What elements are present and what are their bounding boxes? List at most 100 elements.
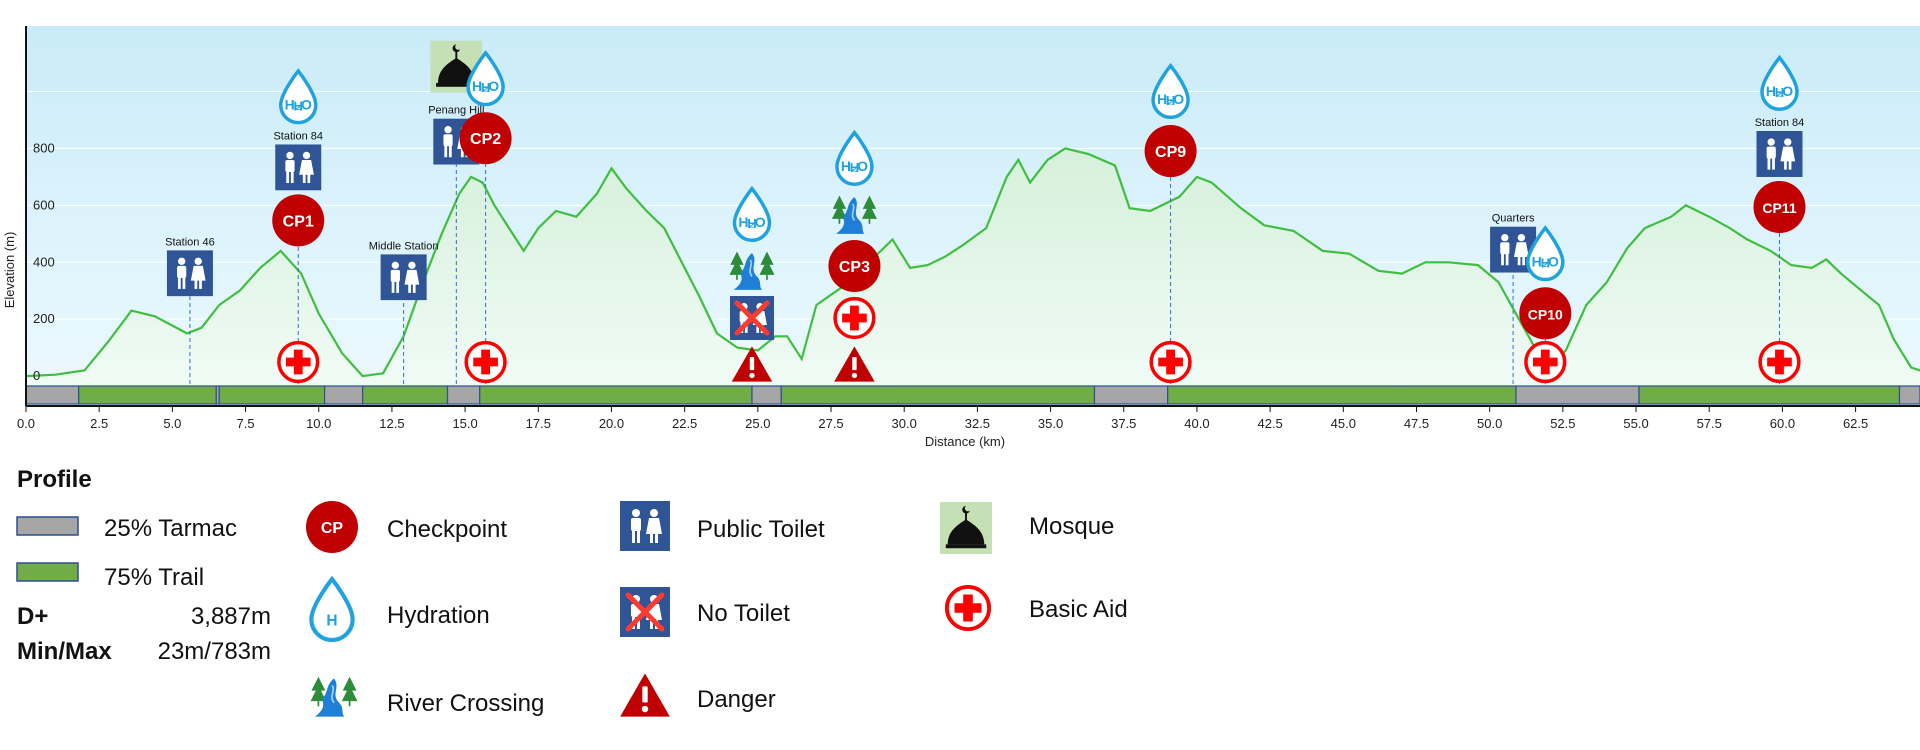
surface-segment-trail bbox=[1638, 385, 1901, 405]
route-marker: Quarters bbox=[1490, 213, 1537, 273]
checkpoint-label: CP3 bbox=[839, 259, 870, 276]
x-tick-label: 27.5 bbox=[818, 416, 843, 431]
h2o-text: H₂O bbox=[841, 158, 868, 174]
basic-aid-icon bbox=[1524, 340, 1567, 384]
h2o-text: H₂O bbox=[1157, 91, 1184, 107]
checkpoint-label: CP1 bbox=[283, 213, 314, 230]
x-axis-title: Distance (km) bbox=[925, 434, 1005, 449]
elevation-area-fill bbox=[26, 148, 1920, 385]
water-drop-h2o-icon bbox=[311, 579, 352, 640]
h2o-text: H₂O bbox=[285, 96, 312, 112]
surface-segment-trail bbox=[1167, 385, 1517, 405]
x-axis-ticks: 0.0 2.5 5.0 7.5 10.0 12.5 15.0 17.5 20.0 22.5 25.0… bbox=[17, 406, 1868, 431]
legend-danger-label: Danger bbox=[697, 686, 776, 713]
toilet-icon bbox=[275, 144, 322, 191]
no-toilet-cross bbox=[734, 300, 770, 336]
route-marker: CP2 H₂O bbox=[459, 51, 512, 384]
legend-hydration-label: Hydration bbox=[387, 602, 490, 629]
legend-minmax-value: 23m/783m bbox=[158, 638, 271, 665]
legend-toilet-label: Public Toilet bbox=[697, 516, 825, 543]
route-marker: Penang Hill bbox=[428, 40, 484, 165]
x-tick-label: 40.0 bbox=[1184, 416, 1209, 431]
x-tick-label: 17.5 bbox=[526, 416, 551, 431]
x-tick-label: 7.5 bbox=[237, 416, 255, 431]
x-tick-label: 22.5 bbox=[672, 416, 697, 431]
legend-dplus-value: 3,887m bbox=[191, 603, 271, 630]
location-label: Middle Station bbox=[369, 240, 439, 252]
checkpoint-icon: CP11 bbox=[1753, 180, 1806, 233]
x-tick-label: 52.5 bbox=[1550, 416, 1575, 431]
route-marker: CP3 H₂O bbox=[828, 130, 881, 382]
surface-bar bbox=[25, 385, 1920, 405]
legend-minmax-label: Min/Max bbox=[17, 638, 112, 665]
x-tick-label: 12.5 bbox=[379, 416, 404, 431]
location-label: Station 46 bbox=[165, 236, 215, 248]
legend-river-label: River Crossing bbox=[387, 690, 544, 717]
basic-aid-icon bbox=[833, 296, 876, 340]
toilet-icon bbox=[166, 250, 213, 297]
y-tick-label: 400 bbox=[33, 254, 55, 269]
legend-no-toilet-label: No Toilet bbox=[697, 600, 790, 627]
surface-segment-trail bbox=[780, 385, 1096, 405]
surface-segment-tarmac bbox=[25, 385, 80, 405]
x-tick-label: 57.5 bbox=[1697, 416, 1722, 431]
y-tick-label: 200 bbox=[33, 311, 55, 326]
legend-checkpoint-label: Checkpoint bbox=[387, 516, 507, 543]
x-tick-label: 15.0 bbox=[452, 416, 477, 431]
x-tick-label: 32.5 bbox=[965, 416, 990, 431]
surface-segment-trail bbox=[362, 385, 449, 405]
h2o-text: H₂O bbox=[1532, 253, 1559, 269]
h2o-text: H₂O bbox=[472, 78, 499, 94]
checkpoint-icon: CP2 bbox=[459, 112, 512, 165]
x-tick-label: 5.0 bbox=[163, 416, 181, 431]
route-marker: Station 46 bbox=[165, 236, 215, 297]
x-tick-label: 55.0 bbox=[1623, 416, 1648, 431]
mosque-icon bbox=[940, 502, 992, 554]
checkpoint-icon: CP bbox=[306, 501, 358, 553]
y-tick-label: 800 bbox=[33, 140, 55, 155]
x-tick-label: 60.0 bbox=[1770, 416, 1795, 431]
y-tick-label: 600 bbox=[33, 197, 55, 212]
checkpoint-icon: CP3 bbox=[828, 240, 881, 292]
legend-dplus-label: D+ bbox=[17, 603, 48, 630]
x-tick-label: 0.0 bbox=[17, 416, 35, 431]
surface-segment-tarmac bbox=[1093, 385, 1169, 405]
checkpoint-icon: CP10 bbox=[1519, 287, 1572, 340]
surface-segment-tarmac bbox=[1898, 385, 1920, 405]
basic-aid-icon bbox=[464, 340, 507, 384]
danger-icon bbox=[620, 673, 670, 717]
h2o-text: H₂O bbox=[1766, 83, 1793, 99]
basic-aid-icon bbox=[1149, 340, 1192, 384]
toilet-icon bbox=[1756, 130, 1803, 177]
surface-segment-tarmac bbox=[323, 385, 364, 405]
h2o-text: H₂O bbox=[738, 214, 765, 230]
legend-aid-label: Basic Aid bbox=[1029, 596, 1128, 623]
legend-trail-swatch bbox=[16, 562, 79, 582]
no-toilet-icon bbox=[620, 587, 670, 637]
surface-segment-trail bbox=[78, 385, 217, 405]
elevation-profile-line bbox=[26, 147, 1920, 378]
checkpoint-label: CP9 bbox=[1155, 144, 1186, 161]
x-tick-label: 45.0 bbox=[1331, 416, 1356, 431]
y-tick-label: 0 bbox=[33, 368, 40, 383]
surface-segment-trail bbox=[479, 385, 753, 405]
surface-segment-trail bbox=[218, 385, 326, 405]
legend-tarmac-swatch bbox=[16, 516, 79, 536]
x-tick-label: 35.0 bbox=[1038, 416, 1063, 431]
surface-segment-tarmac bbox=[446, 385, 481, 405]
river-crossing-icon bbox=[309, 675, 359, 718]
x-tick-label: 37.5 bbox=[1111, 416, 1136, 431]
x-tick-label: 42.5 bbox=[1257, 416, 1282, 431]
legend-title: Profile bbox=[17, 466, 92, 493]
route-marker: CP1 Station 84 H₂O bbox=[272, 69, 325, 384]
basic-aid-icon bbox=[1758, 340, 1801, 384]
toilet-icon bbox=[620, 501, 670, 551]
legend-trail-label: 75% Trail bbox=[104, 564, 204, 591]
surface-segment-tarmac bbox=[751, 385, 782, 405]
checkpoint-icon: CP1 bbox=[272, 194, 325, 247]
location-label: Quarters bbox=[1492, 213, 1535, 225]
checkpoint-label: CP2 bbox=[470, 131, 501, 148]
toilet-icon bbox=[380, 254, 427, 301]
route-marker: CP10 H₂O bbox=[1519, 226, 1572, 384]
